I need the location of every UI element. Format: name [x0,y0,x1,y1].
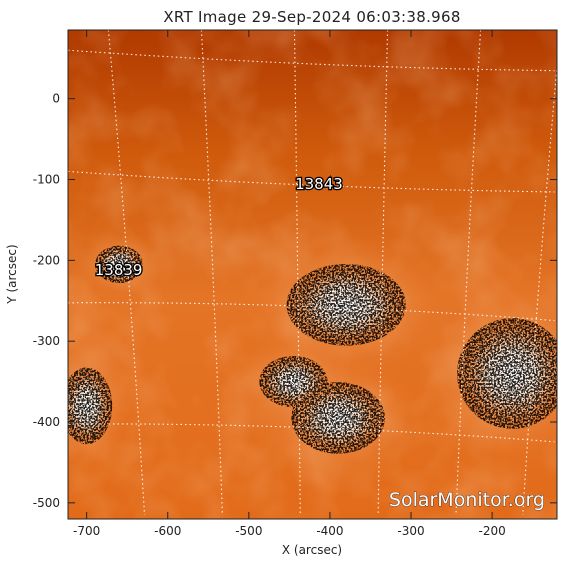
active-region-label: 13843 [295,175,343,193]
x-tick-label: -200 [479,524,506,538]
y-tick-label: -300 [33,334,60,348]
longitude-gridline [522,60,557,515]
x-axis-label: X (arcsec) [282,543,342,557]
latitude-gridline [68,423,555,443]
y-tick-label: -100 [33,173,60,187]
active-region-label: 13839 [95,261,143,279]
latitude-gridline [68,170,555,193]
x-tick-label: -600 [154,524,181,538]
y-axis-ticks: -500 -400 -300 -200 -100 0 [33,92,557,510]
solarmonitor-watermark: SolarMonitor.org [389,489,545,511]
x-tick-label: -400 [316,524,343,538]
chart-title: XRT Image 29-Sep-2024 06:03:38.968 [163,8,460,26]
x-tick-label: -700 [73,524,100,538]
x-axis-ticks: -700 -600 -500 -400 -300 -200 [73,30,506,538]
active-region-labels: 13843 13839 [93,174,344,280]
plot-frame [67,29,558,520]
y-tick-label: -400 [33,415,60,429]
y-tick-label: -200 [33,253,60,267]
image-area: 13843 13839 [68,30,557,519]
latitude-gridline [68,302,555,322]
x-tick-label: -300 [397,524,424,538]
heliographic-grid [68,30,557,515]
y-tick-label: 0 [52,92,60,106]
x-tick-label: -500 [235,524,262,538]
y-axis-label: Y (arcsec) [5,244,19,304]
y-tick-label: -500 [33,496,60,510]
latitude-gridline [68,49,555,72]
longitude-gridline [107,30,146,515]
